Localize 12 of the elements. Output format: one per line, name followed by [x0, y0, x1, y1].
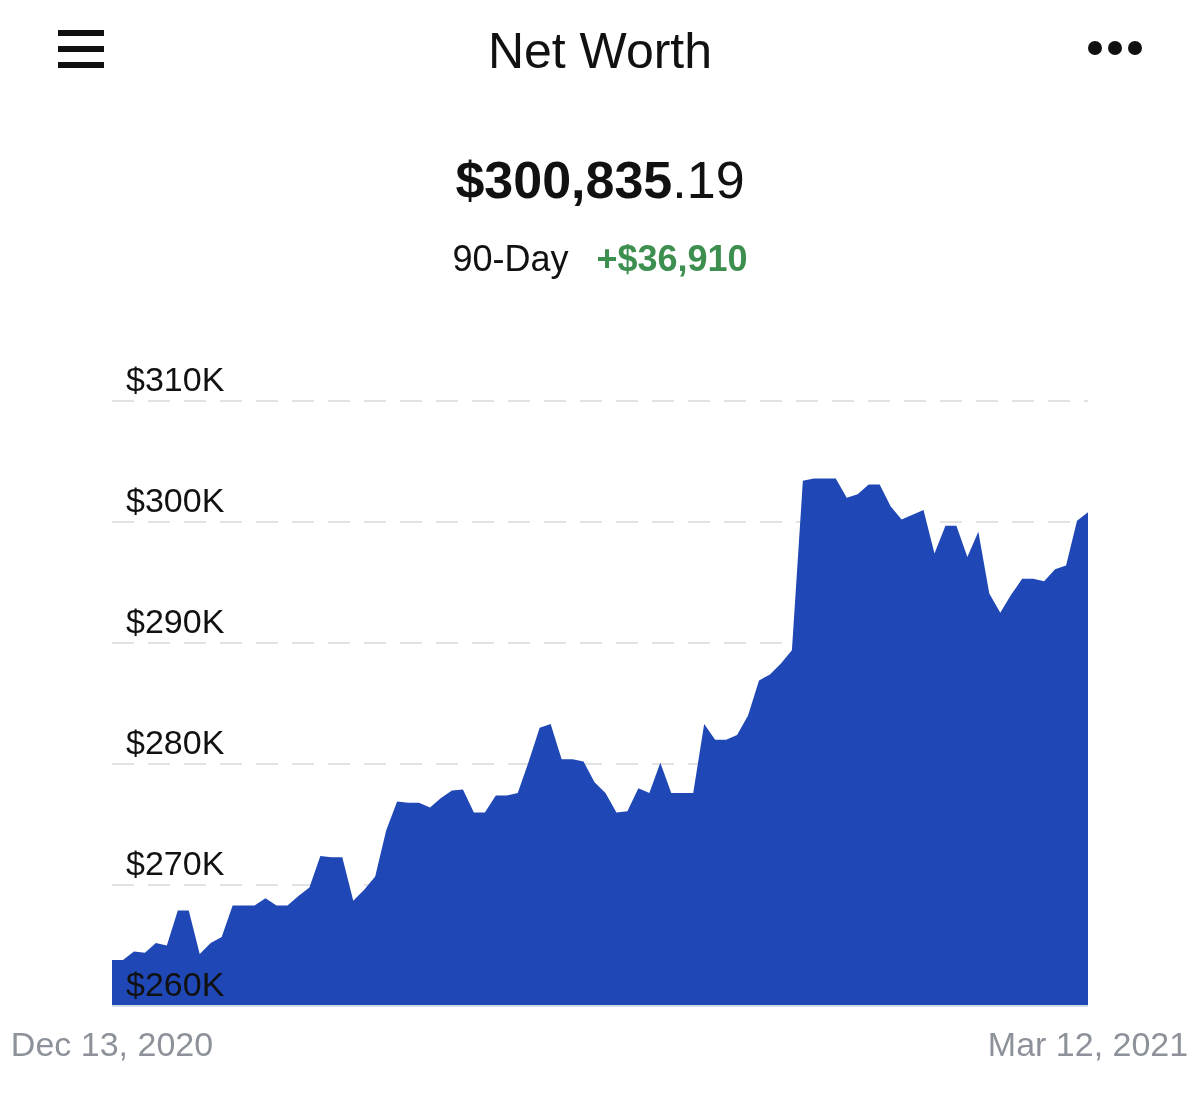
y-tick-label: $290K — [126, 602, 225, 640]
text: +$36,910 — [596, 238, 748, 279]
x-tick-label: Dec 13, 2020 — [10, 1025, 214, 1063]
x-tick-label: Mar 12, 2021 — [987, 1025, 1189, 1063]
y-tick-label: $260K — [126, 965, 225, 1003]
y-tick-label: $310K — [126, 360, 225, 398]
y-tick-label: $300K — [126, 481, 225, 519]
y-tick-label: $280K — [126, 723, 225, 761]
chart-subtitle: $300,835.19 — [455, 151, 745, 209]
y-tick-label: $270K — [126, 844, 225, 882]
text: 90-Day — [452, 238, 569, 279]
chart-title: Net Worth — [486, 22, 714, 80]
